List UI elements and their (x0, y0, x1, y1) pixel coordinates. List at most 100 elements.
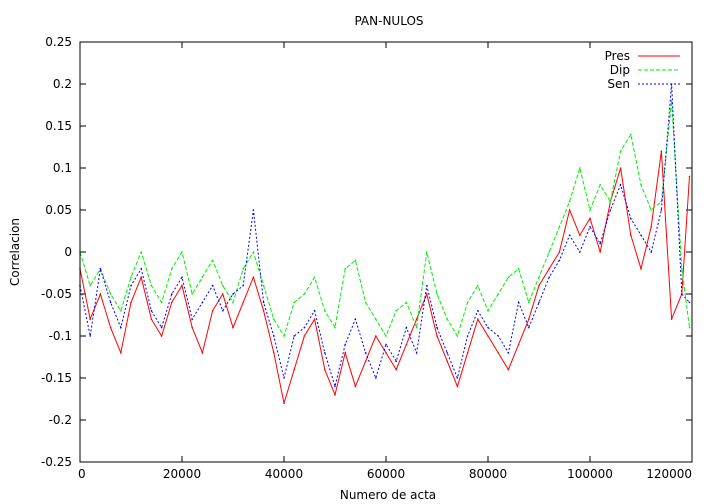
y-tick-label: 0.15 (45, 119, 72, 133)
series-pres (79, 150, 691, 405)
data-point (283, 335, 285, 337)
data-point (344, 343, 347, 346)
data-point (619, 150, 622, 152)
y-tick-label: 0.2 (53, 77, 72, 91)
data-point (579, 167, 581, 169)
y-tick-label: 0.1 (53, 161, 72, 175)
data-point (191, 293, 193, 295)
data-point (262, 284, 265, 287)
data-point (375, 318, 377, 321)
data-point (242, 301, 244, 304)
data-point (538, 284, 540, 287)
data-point (456, 385, 459, 388)
data-point (364, 352, 367, 354)
data-point (568, 209, 571, 211)
data-point (599, 242, 601, 245)
data-point (160, 326, 163, 329)
data-point (446, 318, 449, 321)
data-point (589, 226, 591, 228)
data-point (436, 293, 438, 295)
x-tick-label: 120000 (646, 467, 692, 481)
y-tick-label: -0.15 (41, 371, 72, 385)
data-point (405, 301, 408, 304)
data-point (324, 310, 326, 312)
data-point (385, 352, 387, 354)
data-point (466, 352, 469, 354)
plot-frame (79, 41, 693, 463)
data-point (201, 352, 204, 354)
x-tick-label: 20000 (163, 467, 201, 481)
data-point (548, 276, 550, 279)
data-point (313, 276, 316, 279)
data-point (528, 318, 530, 321)
data-point (211, 310, 214, 312)
data-point (334, 326, 336, 329)
data-point (313, 318, 316, 321)
data-point (436, 326, 438, 329)
data-point (211, 284, 214, 287)
data-point (688, 175, 691, 178)
data-point (99, 268, 102, 270)
data-point (405, 343, 408, 346)
data-point (171, 293, 173, 295)
data-point (89, 284, 91, 287)
legend-label-sen: Sen (607, 77, 630, 91)
data-point (354, 385, 357, 388)
y-axis-label: Correlacion (8, 218, 22, 286)
data-point (334, 385, 336, 388)
data-point (252, 276, 255, 279)
data-point (436, 335, 438, 337)
data-point (99, 293, 102, 295)
data-point (283, 377, 285, 379)
data-point (293, 335, 296, 337)
data-point (324, 352, 326, 354)
data-point (385, 335, 387, 337)
data-point (579, 251, 581, 253)
series-lines (79, 83, 691, 405)
data-point (150, 310, 153, 312)
data-point (538, 276, 540, 279)
data-point (487, 310, 489, 312)
y-tick-label: -0.1 (49, 329, 72, 343)
x-tick-label: 40000 (265, 467, 303, 481)
data-point (528, 326, 530, 329)
series-dip (79, 100, 691, 338)
data-point (385, 343, 387, 346)
data-point (150, 284, 153, 287)
data-point (395, 360, 398, 363)
data-point (364, 360, 367, 363)
y-tick-label: -0.2 (49, 413, 72, 427)
x-tick-label: 60000 (367, 467, 405, 481)
data-point (589, 217, 591, 220)
data-point (446, 352, 449, 354)
data-point (222, 284, 224, 287)
data-point (507, 368, 510, 371)
data-point (640, 234, 642, 236)
data-point (517, 343, 520, 346)
data-point (109, 301, 112, 304)
data-point (477, 310, 479, 312)
data-point (609, 209, 612, 211)
data-point (130, 301, 132, 304)
data-point (252, 251, 255, 253)
data-point (140, 276, 142, 279)
data-point (670, 318, 673, 321)
data-point (426, 251, 428, 253)
data-point (130, 276, 132, 279)
data-point (497, 293, 500, 295)
data-point (375, 377, 377, 379)
data-point (688, 301, 691, 304)
data-point (222, 293, 224, 295)
data-point (558, 251, 561, 253)
data-point (120, 352, 122, 354)
data-point (303, 335, 306, 337)
data-point (650, 209, 652, 211)
data-point (466, 335, 469, 337)
data-point (191, 326, 193, 329)
y-tick-label: 0.25 (45, 35, 72, 49)
data-point (89, 335, 91, 337)
data-point (140, 251, 142, 253)
data-point (640, 184, 642, 186)
data-point (670, 100, 673, 102)
data-point (405, 326, 408, 329)
